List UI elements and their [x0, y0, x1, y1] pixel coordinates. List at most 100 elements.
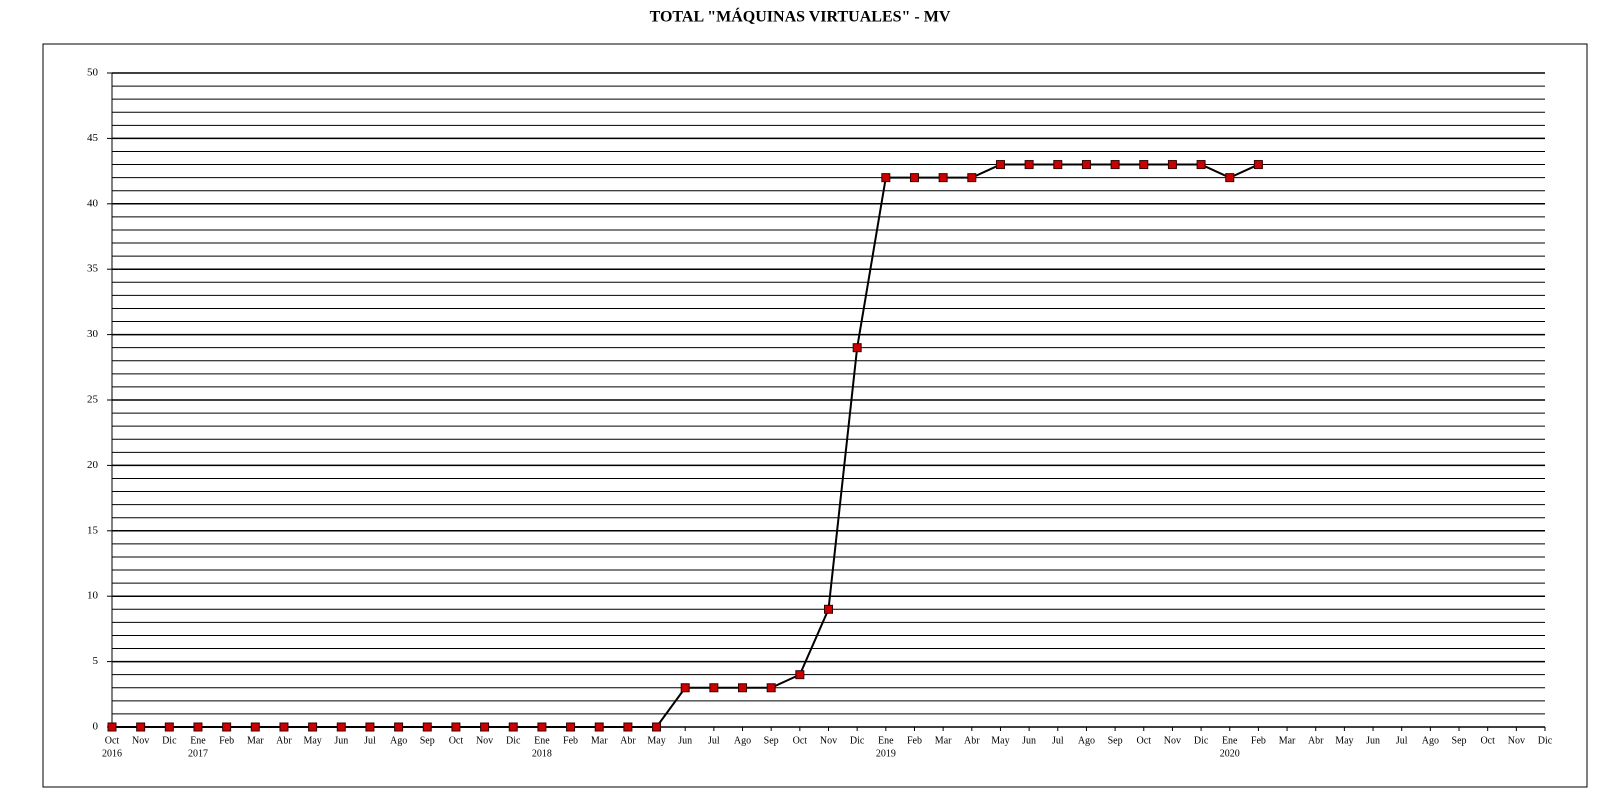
data-point: [766, 683, 776, 693]
x-tick-label: Ago: [1422, 735, 1439, 746]
data-point: [422, 722, 432, 732]
data-point: [308, 722, 318, 732]
y-tick-label: 50: [87, 67, 99, 79]
data-point: [1167, 160, 1177, 170]
x-tick-label: Abr: [276, 735, 292, 746]
y-tick-label: 0: [93, 721, 99, 733]
x-tick-label: Jun: [678, 735, 692, 746]
x-tick-label: Nov: [820, 735, 837, 746]
data-point: [1225, 173, 1235, 183]
data-point: [824, 604, 833, 614]
x-tick-label: Sep: [1452, 735, 1467, 746]
y-tick-label: 40: [87, 197, 99, 209]
data-point: [1110, 160, 1120, 170]
y-tick-label: 45: [87, 132, 99, 144]
x-year-label: 2017: [188, 748, 208, 759]
x-tick-label: Ago: [1078, 735, 1095, 746]
x-tick-label: Oct: [1137, 735, 1152, 746]
data-point: [193, 722, 203, 732]
x-tick-label: Jun: [1022, 735, 1036, 746]
data-point: [967, 173, 977, 183]
x-tick-label: Dic: [506, 735, 521, 746]
data-point: [451, 722, 461, 732]
x-tick-label: Oct: [449, 735, 464, 746]
x-tick-label: Sep: [1108, 735, 1123, 746]
data-point: [537, 722, 547, 732]
x-tick-label: Abr: [620, 735, 636, 746]
data-point: [738, 683, 748, 693]
data-point: [938, 173, 948, 183]
x-year-label: 2020: [1220, 748, 1240, 759]
data-point: [107, 722, 117, 732]
x-tick-label: Jun: [334, 735, 348, 746]
data-point: [336, 722, 346, 732]
x-tick-label: May: [1335, 735, 1353, 746]
x-year-label: 2016: [102, 748, 122, 759]
x-tick-label: Sep: [764, 735, 779, 746]
y-tick-label: 5: [93, 655, 99, 667]
x-tick-label: Ene: [534, 735, 550, 746]
series-line: [112, 163, 1259, 728]
data-point: [1253, 160, 1263, 170]
x-tick-label: Mar: [935, 735, 952, 746]
chart-frame: [42, 43, 1588, 788]
y-tick-label: 30: [87, 328, 99, 340]
x-tick-label: Dic: [1538, 735, 1553, 746]
y-tick-label: 10: [87, 590, 99, 602]
data-point: [1053, 160, 1063, 170]
x-tick-label: May: [647, 735, 665, 746]
x-tick-label: Feb: [219, 735, 234, 746]
data-point: [250, 722, 260, 732]
data-point: [1024, 160, 1034, 170]
data-point: [279, 722, 289, 732]
data-point: [881, 173, 891, 183]
x-tick-label: Abr: [1308, 735, 1324, 746]
data-point: [594, 722, 604, 732]
y-tick-label: 20: [87, 459, 99, 471]
x-tick-label: Dic: [162, 735, 177, 746]
data-point: [365, 722, 375, 732]
data-point: [795, 670, 805, 680]
x-tick-label: Feb: [1251, 735, 1266, 746]
data-point: [566, 722, 576, 732]
x-tick-label: Nov: [132, 735, 149, 746]
data-point: [1196, 160, 1206, 170]
chart-title: TOTAL "MÁQUINAS VIRTUALES" - MV: [650, 7, 951, 26]
x-tick-label: Jul: [1396, 735, 1408, 746]
x-tick-label: Jul: [1052, 735, 1064, 746]
x-tick-label: May: [991, 735, 1009, 746]
data-point: [480, 722, 490, 732]
data-point: [680, 683, 690, 693]
data-point: [995, 160, 1005, 170]
x-tick-label: Ene: [1222, 735, 1238, 746]
data-point: [394, 722, 404, 732]
data-point: [652, 722, 662, 732]
x-tick-label: Abr: [964, 735, 980, 746]
x-tick-label: Ago: [390, 735, 407, 746]
x-tick-label: Nov: [1508, 735, 1525, 746]
data-point: [623, 722, 633, 732]
y-tick-label: 25: [87, 394, 99, 406]
x-tick-label: Dic: [850, 735, 865, 746]
x-tick-label: Sep: [420, 735, 435, 746]
x-tick-label: Mar: [247, 735, 264, 746]
data-point: [852, 343, 862, 353]
x-tick-label: Oct: [105, 735, 120, 746]
x-tick-label: Mar: [1279, 735, 1296, 746]
data-point: [1081, 160, 1091, 170]
data-point: [1139, 160, 1149, 170]
x-tick-label: Jul: [364, 735, 376, 746]
x-tick-label: Jul: [708, 735, 720, 746]
x-tick-label: Feb: [907, 735, 922, 746]
x-tick-label: Oct: [1480, 735, 1495, 746]
y-tick-label: 35: [87, 263, 99, 275]
x-tick-label: Ago: [734, 735, 751, 746]
x-tick-label: Nov: [476, 735, 493, 746]
x-tick-label: Oct: [793, 735, 808, 746]
data-point: [508, 722, 518, 732]
data-point: [164, 722, 174, 732]
x-tick-label: Feb: [563, 735, 578, 746]
x-tick-label: Ene: [190, 735, 206, 746]
x-tick-label: Nov: [1164, 735, 1181, 746]
